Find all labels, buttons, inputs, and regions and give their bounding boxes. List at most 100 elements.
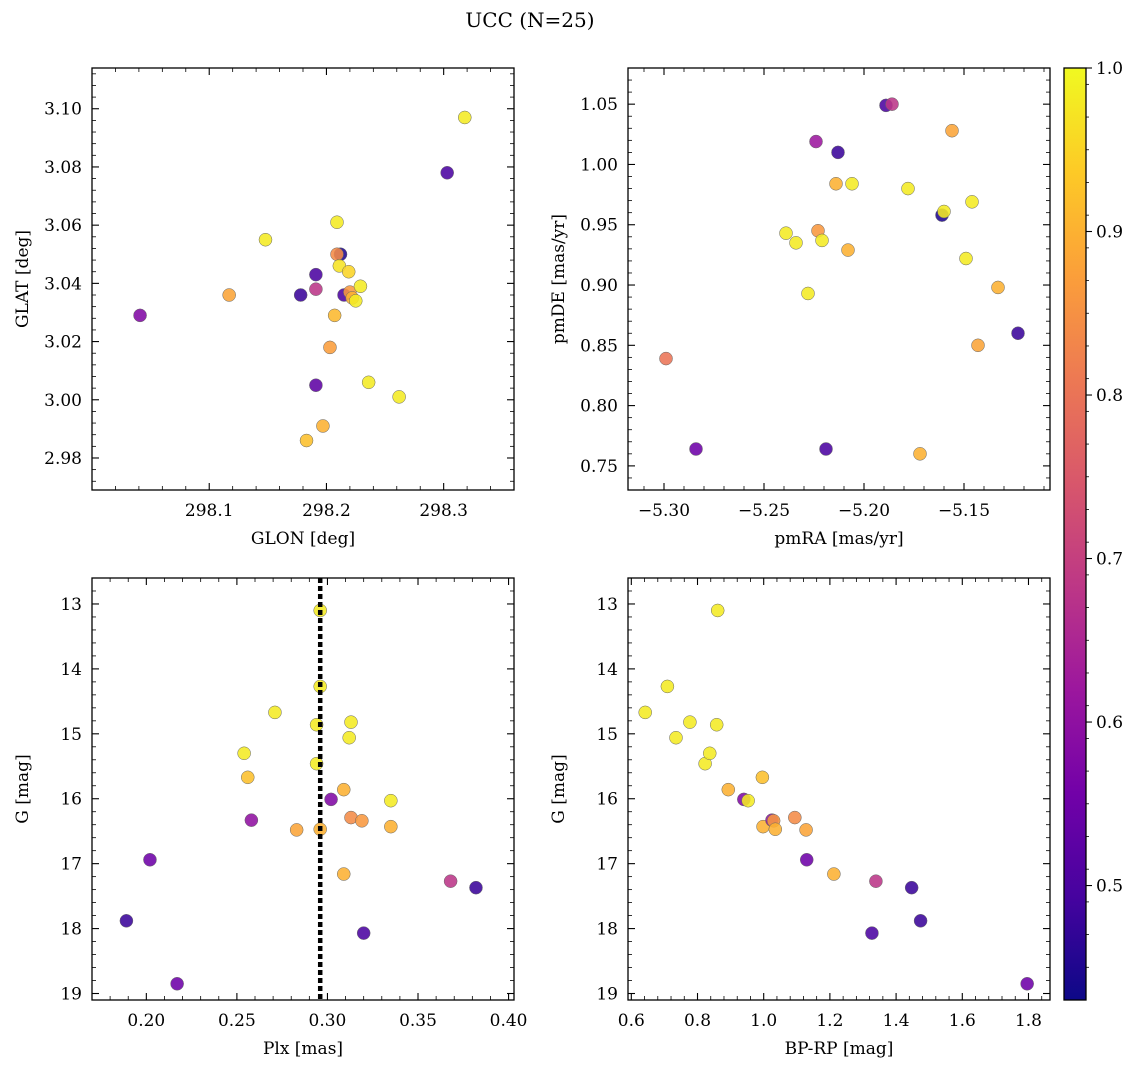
colorbar-tick-label: 1.0 xyxy=(1096,59,1123,79)
data-point xyxy=(349,294,363,308)
x-tick-label: 1.4 xyxy=(883,1011,910,1031)
y-tick-label: 15 xyxy=(596,725,618,745)
x-tick-label: 298.1 xyxy=(185,501,234,521)
data-point xyxy=(845,176,859,191)
data-point xyxy=(344,715,358,729)
colorbar-frame xyxy=(1063,67,1087,1001)
y-tick-label: 13 xyxy=(596,595,618,615)
x-tick-label: 0.6 xyxy=(618,1011,645,1031)
data-point xyxy=(710,603,725,618)
y-tick-label: 15 xyxy=(60,725,82,745)
y-axis-label: G [mag] xyxy=(549,754,569,823)
data-point xyxy=(299,433,314,448)
x-tick-label: 0.40 xyxy=(490,1011,528,1031)
data-point xyxy=(170,977,184,991)
x-axis-label: Plx [mas] xyxy=(263,1039,343,1059)
panel-pmra-pmde: −5.30 −5.25 −5.20 −5.15 0.75 0.80 0.85 0.90 0.95… xyxy=(549,67,1051,549)
x-tick-label: 1.0 xyxy=(750,1011,777,1031)
data-point xyxy=(768,822,783,837)
data-point xyxy=(309,378,323,392)
data-point xyxy=(827,867,841,881)
axes-frame xyxy=(627,577,1051,1001)
data-point xyxy=(327,308,342,323)
y-tick-label: 14 xyxy=(60,660,82,680)
data-point xyxy=(819,442,833,456)
data-point xyxy=(337,782,351,797)
axis-ticks xyxy=(628,67,1050,491)
data-point xyxy=(330,215,344,229)
scatter-points xyxy=(119,603,483,991)
data-point xyxy=(801,286,815,301)
data-point xyxy=(799,853,814,867)
data-point xyxy=(689,442,703,456)
data-point xyxy=(356,926,371,940)
data-point xyxy=(721,782,736,797)
data-point xyxy=(384,819,398,834)
x-tick-label: 1.2 xyxy=(816,1011,843,1031)
axes-frame xyxy=(91,577,515,1001)
x-tick-label: −5.25 xyxy=(738,501,790,521)
data-point xyxy=(799,823,813,837)
data-point xyxy=(268,705,282,720)
axis-ticks xyxy=(91,68,515,490)
data-point xyxy=(869,874,883,888)
panel-glon-glat: 298.1 298.2 298.3 2.98 3.00 3.02 3.04 3.06 3.08 3… xyxy=(13,67,515,549)
data-point xyxy=(237,746,251,761)
data-point xyxy=(330,247,344,262)
data-point xyxy=(241,770,255,785)
data-point xyxy=(440,166,454,180)
data-point xyxy=(815,233,829,248)
colorbar-tick-label: 0.5 xyxy=(1096,877,1123,897)
x-tick-label: 1.8 xyxy=(1015,1011,1042,1031)
colorbar-tick-label: 0.8 xyxy=(1096,386,1123,406)
y-tick-label: 0.90 xyxy=(580,276,618,296)
y-axis-label: GLAT [deg] xyxy=(13,230,33,328)
data-point xyxy=(709,717,724,732)
data-point xyxy=(841,243,855,257)
x-tick-label: 0.25 xyxy=(218,1011,256,1031)
panel-plx-g: 0.20 0.25 0.30 0.35 0.40 13 14 15 16 17 18 19 Plx [m… xyxy=(13,577,528,1059)
y-tick-label: 3.10 xyxy=(44,100,82,120)
data-point xyxy=(913,914,928,928)
y-tick-label: 3.02 xyxy=(44,333,82,353)
data-point xyxy=(355,814,369,828)
y-tick-label: 0.95 xyxy=(580,216,618,236)
scatter-points xyxy=(638,603,1034,991)
data-point xyxy=(143,853,157,867)
x-tick-label: 298.3 xyxy=(419,501,468,521)
data-point xyxy=(831,145,845,160)
y-tick-label: 18 xyxy=(60,920,82,940)
data-point xyxy=(703,746,717,761)
figure-title: UCC (N=25) xyxy=(465,8,594,32)
colorbar: 0.5 0.6 0.7 0.8 0.9 1.0 xyxy=(1063,59,1123,1001)
data-point xyxy=(1020,977,1034,991)
data-point xyxy=(913,447,927,461)
y-tick-label: 2.98 xyxy=(44,449,82,469)
x-tick-label: 0.35 xyxy=(399,1011,437,1031)
x-tick-label: −5.30 xyxy=(638,501,690,521)
y-tick-label: 19 xyxy=(596,985,618,1005)
y-axis-label: G [mag] xyxy=(13,754,33,823)
y-tick-label: 16 xyxy=(596,790,618,810)
data-point xyxy=(1011,326,1025,341)
x-axis-label: BP-RP [mag] xyxy=(785,1039,894,1059)
data-point xyxy=(991,280,1005,295)
data-point xyxy=(244,813,259,827)
y-tick-label: 17 xyxy=(60,855,82,875)
y-tick-label: 14 xyxy=(596,660,618,680)
data-point xyxy=(323,340,337,355)
panel-bprp-g: 0.6 0.8 1.0 1.2 1.4 1.6 1.8 13 14 15 16 17 18 19 BP-RP… xyxy=(549,577,1051,1059)
data-point xyxy=(289,823,304,837)
y-tick-label: 0.80 xyxy=(580,397,618,417)
data-point xyxy=(638,705,652,720)
data-point xyxy=(779,226,793,240)
data-point xyxy=(965,195,979,209)
data-point xyxy=(829,176,843,191)
x-axis-label: pmRA [mas/yr] xyxy=(774,529,903,549)
data-point xyxy=(342,730,356,745)
x-tick-label: 0.20 xyxy=(127,1011,165,1031)
data-point xyxy=(469,880,483,895)
y-tick-label: 3.00 xyxy=(44,391,82,411)
axis-ticks xyxy=(628,577,1050,1000)
